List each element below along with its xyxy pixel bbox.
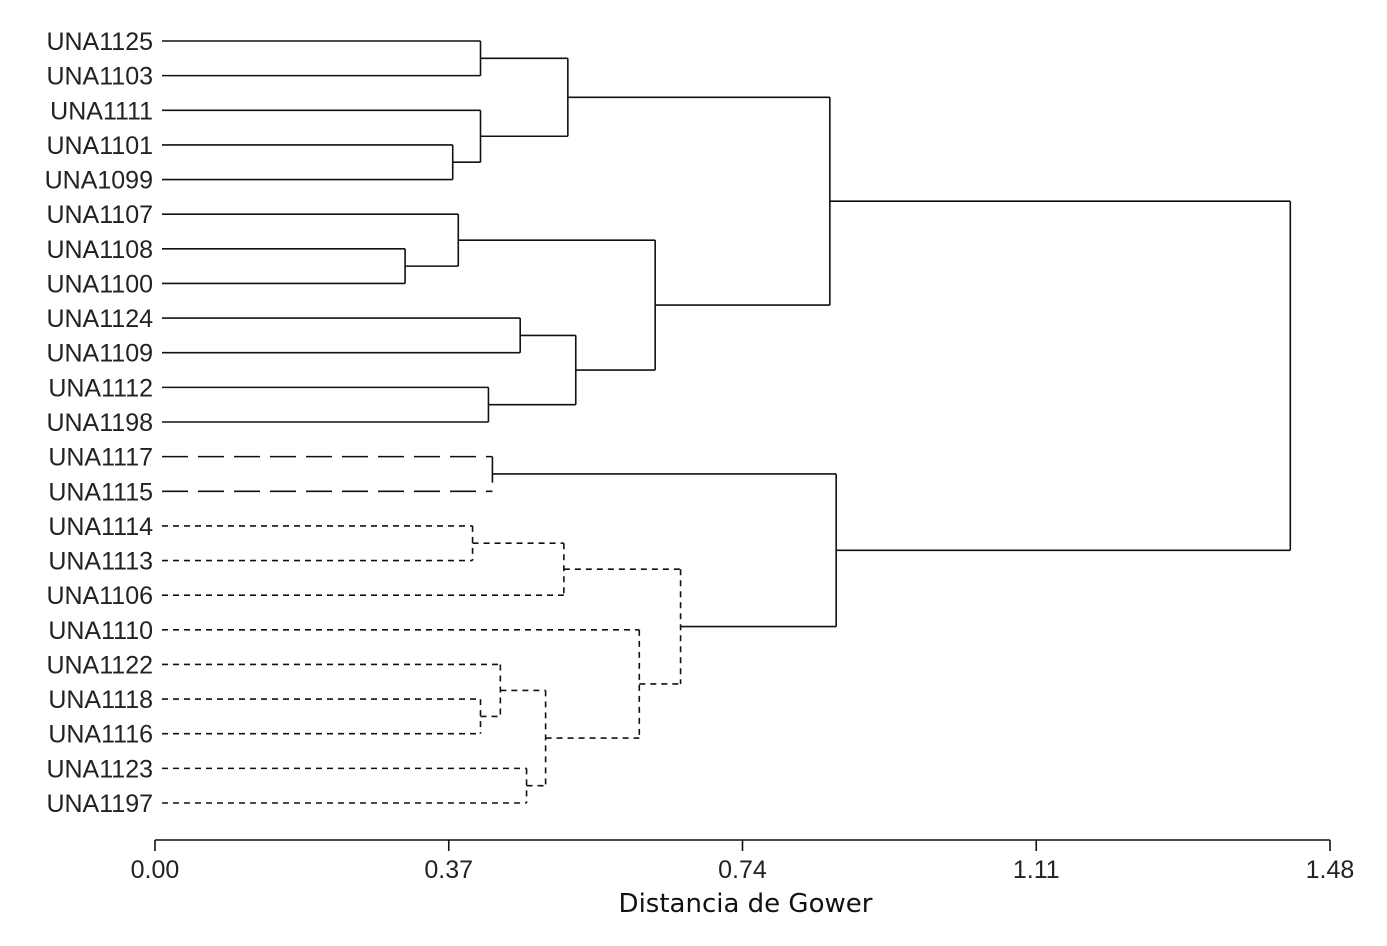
leaf-label: UNA1101 — [46, 132, 153, 160]
x-axis: 0.00 0.37 0.74 1.11 1.48 Distancia de Gower — [131, 839, 1355, 919]
x-tick-label: 1.48 — [1306, 856, 1355, 884]
x-tick-label: 0.00 — [131, 856, 180, 884]
leaf-label: UNA1107 — [46, 201, 153, 229]
leaf-label: UNA1125 — [46, 28, 153, 56]
leaf-label: UNA1122 — [46, 651, 153, 679]
leaf-label: UNA1112 — [48, 374, 153, 402]
leaf-label: UNA1114 — [48, 513, 153, 541]
leaf-label: UNA1197 — [46, 790, 153, 818]
leaf-label: UNA1099 — [45, 167, 153, 195]
leaf-label: UNA1113 — [48, 548, 153, 576]
leaf-label: UNA1106 — [46, 582, 153, 610]
leaf-label: UNA1116 — [48, 721, 153, 749]
leaf-label: UNA1108 — [46, 236, 153, 264]
x-tick-label: 0.37 — [424, 856, 473, 884]
x-tick-label: 1.11 — [1013, 856, 1060, 884]
leaf-label: UNA1109 — [46, 340, 153, 368]
leaf-label: UNA1123 — [46, 755, 153, 783]
leaf-label: UNA1100 — [46, 270, 153, 298]
leaf-labels: UNA1125 UNA1103 UNA1111 UNA1101 UNA1099 UNA11… — [45, 28, 154, 818]
x-axis-ticks: 0.00 0.37 0.74 1.11 1.48 — [131, 840, 1355, 884]
leaf-label: UNA1198 — [46, 409, 153, 437]
leaf-label: UNA1111 — [50, 97, 153, 125]
leaf-label: UNA1103 — [46, 63, 153, 91]
leaf-label: UNA1115 — [48, 478, 153, 506]
dendrogram-branches — [162, 40, 1292, 804]
leaf-label: UNA1110 — [48, 617, 153, 645]
x-axis-label: Distancia de Gower — [619, 889, 873, 919]
leaf-label: UNA1124 — [46, 305, 153, 333]
x-tick-label: 0.74 — [718, 856, 767, 884]
leaf-label: UNA1117 — [48, 444, 153, 472]
leaf-label: UNA1118 — [48, 686, 153, 714]
